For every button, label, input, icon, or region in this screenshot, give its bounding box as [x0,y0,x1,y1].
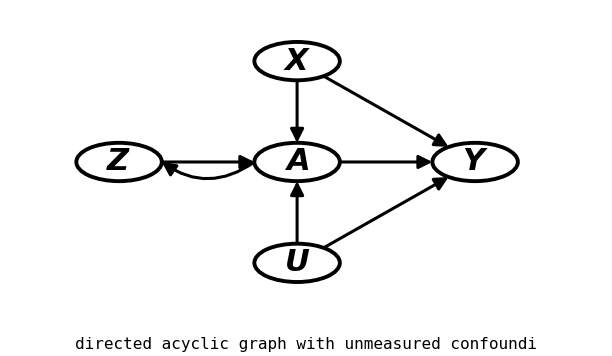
FancyArrowPatch shape [165,162,255,179]
FancyArrowPatch shape [324,179,446,248]
Text: $\mathbfit{Y}$: $\mathbfit{Y}$ [462,146,488,178]
Ellipse shape [433,143,518,181]
FancyArrowPatch shape [340,156,429,168]
Ellipse shape [255,244,340,282]
Text: directed acyclic graph with unmeasured confoundi: directed acyclic graph with unmeasured c… [75,337,537,352]
FancyArrowPatch shape [162,156,251,168]
Ellipse shape [255,143,340,181]
Ellipse shape [76,143,162,181]
Text: $\mathbfit{Z}$: $\mathbfit{Z}$ [106,146,132,178]
Text: $\mathbfit{A}$: $\mathbfit{A}$ [285,146,310,178]
Ellipse shape [255,42,340,80]
FancyArrowPatch shape [291,80,303,140]
FancyArrowPatch shape [324,76,446,145]
Text: $\mathbfit{X}$: $\mathbfit{X}$ [283,46,312,77]
FancyArrowPatch shape [291,184,303,244]
Text: $\mathbfit{U}$: $\mathbfit{U}$ [284,247,310,278]
